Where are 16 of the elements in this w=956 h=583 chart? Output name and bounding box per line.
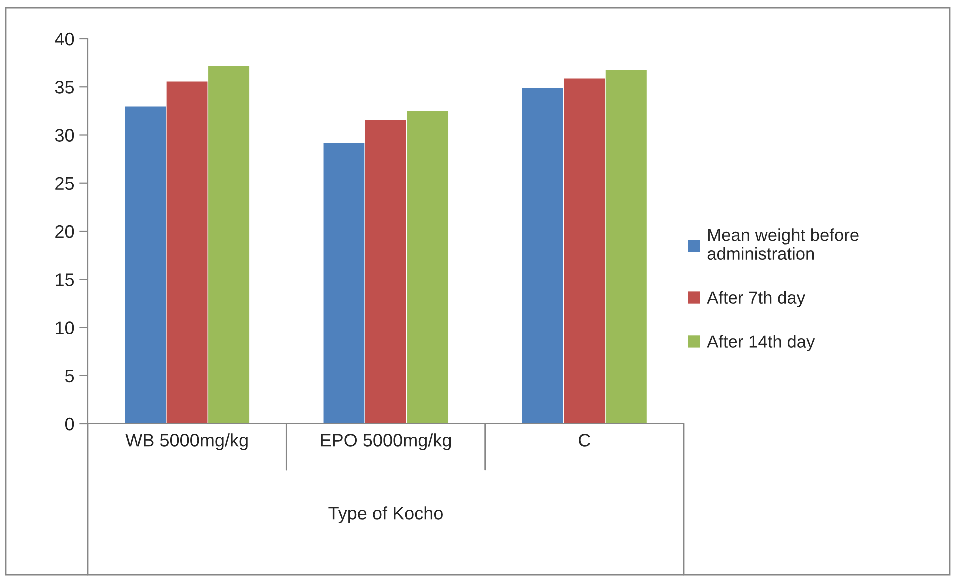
- y-tick-label: 30: [55, 129, 74, 142]
- y-tick-label: 10: [56, 322, 74, 334]
- y-tick-label: 40: [55, 32, 74, 46]
- y-tick-label: 15: [56, 274, 74, 286]
- y-tick-label: 20: [56, 225, 74, 238]
- x-tick-label: C: [579, 434, 590, 447]
- legend-label: After 7th day: [707, 291, 806, 308]
- y-tick-label: 0: [65, 418, 74, 431]
- legend-label: After 14th day: [707, 335, 816, 352]
- legend-label: Mean weight before administration: [708, 228, 859, 260]
- x-axis-title: Type of Kocho: [328, 506, 443, 524]
- y-tick-label: 35: [55, 81, 74, 94]
- y-tick-label: 25: [56, 177, 74, 190]
- x-tick-label: WB 5000mg/kg: [126, 434, 248, 450]
- y-tick-label: 5: [65, 370, 74, 383]
- x-tick-label: EPO 5000mg/kg: [321, 434, 452, 450]
